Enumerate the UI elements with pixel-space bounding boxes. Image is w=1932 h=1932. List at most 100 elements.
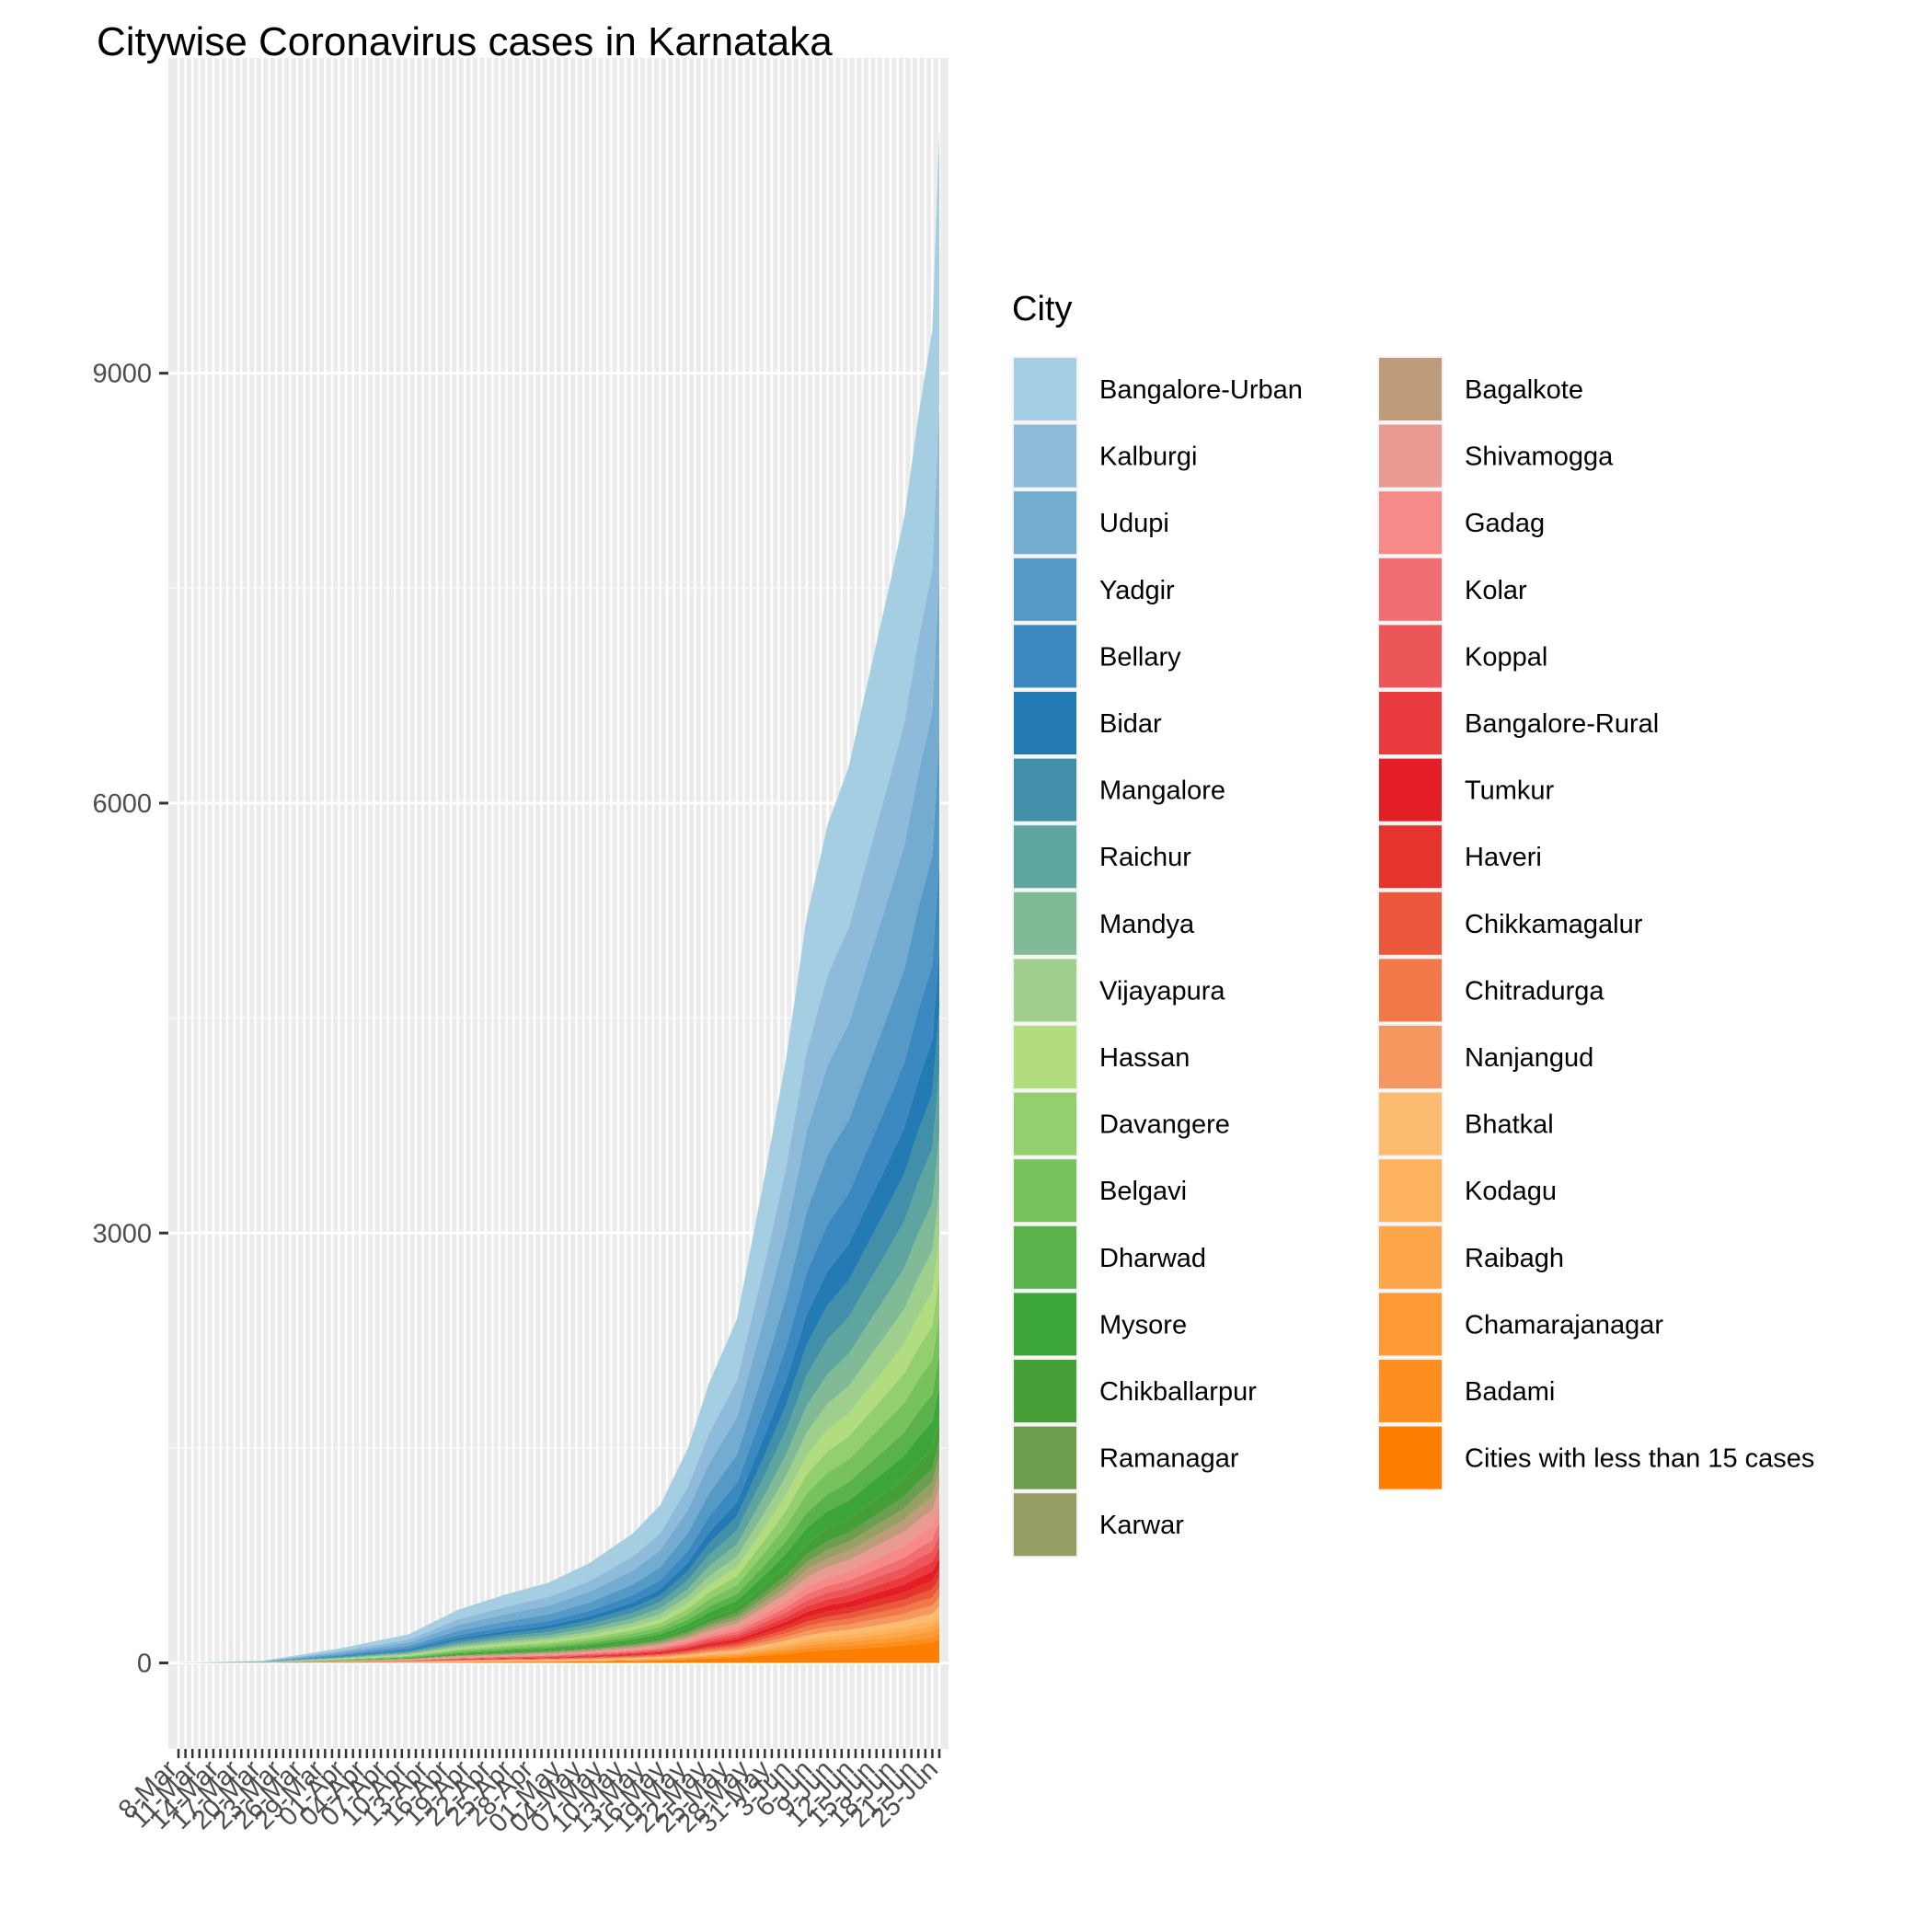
area-raichur bbox=[178, 1071, 939, 1663]
legend-item: Chikballarpur bbox=[1012, 1358, 1257, 1424]
area-mangalore bbox=[178, 1008, 939, 1663]
legend-label: Nanjangud bbox=[1465, 1043, 1593, 1073]
legend-swatch bbox=[1014, 1092, 1076, 1156]
legend-item: Chikkamagalur bbox=[1377, 890, 1643, 957]
y-tick-label: 0 bbox=[137, 1650, 152, 1679]
legend-swatch bbox=[1014, 825, 1076, 889]
legend-swatch bbox=[1014, 959, 1076, 1022]
area-chikballarpur bbox=[178, 1416, 939, 1663]
area-kolar bbox=[178, 1522, 939, 1663]
legend-label: Yadgir bbox=[1099, 576, 1175, 605]
legend-label: Bhatkal bbox=[1465, 1110, 1554, 1140]
legend-swatch bbox=[1379, 424, 1442, 488]
legend-label: Badami bbox=[1465, 1377, 1555, 1407]
legend-label: Raibagh bbox=[1465, 1244, 1564, 1273]
legend-label: Chikkamagalur bbox=[1465, 910, 1643, 939]
legend-item: Yadgir bbox=[1012, 556, 1175, 623]
legend-item: Kalburgi bbox=[1012, 422, 1197, 489]
legend-item: Chitradurga bbox=[1377, 957, 1604, 1024]
legend-swatch bbox=[1379, 891, 1442, 955]
area-hassan bbox=[178, 1236, 939, 1663]
legend-item: Haveri bbox=[1377, 823, 1542, 891]
legend-swatch bbox=[1014, 758, 1076, 822]
legend-label: Tumkur bbox=[1465, 776, 1555, 806]
area-dharwad bbox=[178, 1353, 939, 1663]
legend-label: Mysore bbox=[1099, 1310, 1187, 1340]
legend-swatch bbox=[1014, 1360, 1076, 1422]
legend-title: City bbox=[1012, 290, 1072, 328]
legend-label: Bangalore-Urban bbox=[1099, 375, 1303, 405]
legend-label: Belgavi bbox=[1099, 1177, 1187, 1206]
legend-label: Kolar bbox=[1465, 576, 1527, 605]
area-gadag bbox=[178, 1506, 939, 1663]
legend-label: Chikballarpur bbox=[1099, 1377, 1257, 1407]
y-tick-label: 6000 bbox=[92, 789, 152, 819]
legend-swatch bbox=[1379, 1426, 1442, 1489]
area-ramanagar bbox=[178, 1440, 939, 1663]
legend-swatch bbox=[1014, 358, 1076, 420]
legend-label: Mangalore bbox=[1099, 776, 1225, 806]
legend-swatch bbox=[1379, 692, 1442, 754]
legend-item: Bagalkote bbox=[1377, 356, 1583, 422]
legend-item: Badami bbox=[1377, 1358, 1555, 1424]
legend-swatch bbox=[1379, 959, 1442, 1022]
legend-swatch bbox=[1014, 1159, 1076, 1223]
area-davangere bbox=[178, 1275, 939, 1663]
legend-swatch bbox=[1014, 1026, 1076, 1088]
legend-item: Belgavi bbox=[1012, 1157, 1187, 1225]
area-kodagu bbox=[178, 1614, 939, 1663]
legend-label: Koppal bbox=[1465, 642, 1547, 672]
area-cities-with-less-than-15-cases bbox=[178, 1639, 939, 1663]
legend-label: Shivamogga bbox=[1465, 443, 1614, 472]
legend-item: Chamarajanagar bbox=[1377, 1291, 1663, 1358]
legend-swatch bbox=[1014, 1293, 1076, 1356]
legend-label: Karwar bbox=[1099, 1511, 1184, 1540]
legend-item: Bidar bbox=[1012, 690, 1162, 756]
legend-item: Vijayapura bbox=[1012, 957, 1225, 1024]
legend-label: Chitradurga bbox=[1465, 976, 1604, 1006]
legend-swatch bbox=[1014, 891, 1076, 955]
legend-item: Shivamogga bbox=[1377, 422, 1614, 489]
legend-label: Bellary bbox=[1099, 642, 1181, 672]
area-tumkur bbox=[178, 1558, 939, 1663]
legend-label: Cities with less than 15 cases bbox=[1465, 1444, 1814, 1474]
legend-label: Udupi bbox=[1099, 509, 1169, 538]
legend-item: Mandya bbox=[1012, 890, 1195, 957]
area-bidar bbox=[178, 945, 939, 1663]
legend: City Bangalore-Urban Kalburgi Udupi Yadgir B… bbox=[1012, 290, 1814, 1558]
legend-swatch bbox=[1379, 1092, 1442, 1156]
area-chikkamagalur bbox=[178, 1578, 939, 1663]
legend-swatch bbox=[1379, 625, 1442, 688]
legend-item: Raibagh bbox=[1377, 1224, 1564, 1291]
legend-swatch bbox=[1379, 825, 1442, 889]
area-chamarajanagar bbox=[178, 1627, 939, 1663]
legend-label: Bangalore-Rural bbox=[1465, 709, 1659, 739]
legend-label: Hassan bbox=[1099, 1043, 1190, 1073]
legend-item: Tumkur bbox=[1377, 756, 1555, 823]
grid-major bbox=[168, 58, 949, 1749]
y-axis: 0 3000 6000 9000 bbox=[92, 360, 168, 1679]
legend-label: Chamarajanagar bbox=[1465, 1310, 1663, 1340]
legend-swatch bbox=[1014, 1426, 1076, 1489]
area-kalburgi bbox=[178, 404, 939, 1663]
area-bangalore-rural bbox=[178, 1547, 939, 1663]
area-haveri bbox=[178, 1569, 939, 1663]
legend-item: Koppal bbox=[1377, 623, 1547, 690]
legend-item: Dharwad bbox=[1012, 1224, 1206, 1291]
legend-swatch bbox=[1379, 1360, 1442, 1422]
area-chitradurga bbox=[178, 1587, 939, 1663]
legend-swatch bbox=[1379, 1026, 1442, 1088]
area-bangalore-urban bbox=[178, 129, 939, 1663]
legend-swatch bbox=[1014, 491, 1076, 555]
legend-item: Bangalore-Urban bbox=[1012, 356, 1303, 422]
legend-swatch bbox=[1379, 558, 1442, 621]
legend-label: Vijayapura bbox=[1099, 976, 1225, 1006]
legend-item: Hassan bbox=[1012, 1024, 1190, 1090]
legend-label: Mandya bbox=[1099, 910, 1195, 939]
legend-swatch bbox=[1014, 625, 1076, 688]
y-tick-label: 3000 bbox=[92, 1219, 152, 1248]
area-nanjangud bbox=[178, 1596, 939, 1663]
legend-item: Mysore bbox=[1012, 1291, 1187, 1358]
legend-item: Davangere bbox=[1012, 1090, 1230, 1157]
